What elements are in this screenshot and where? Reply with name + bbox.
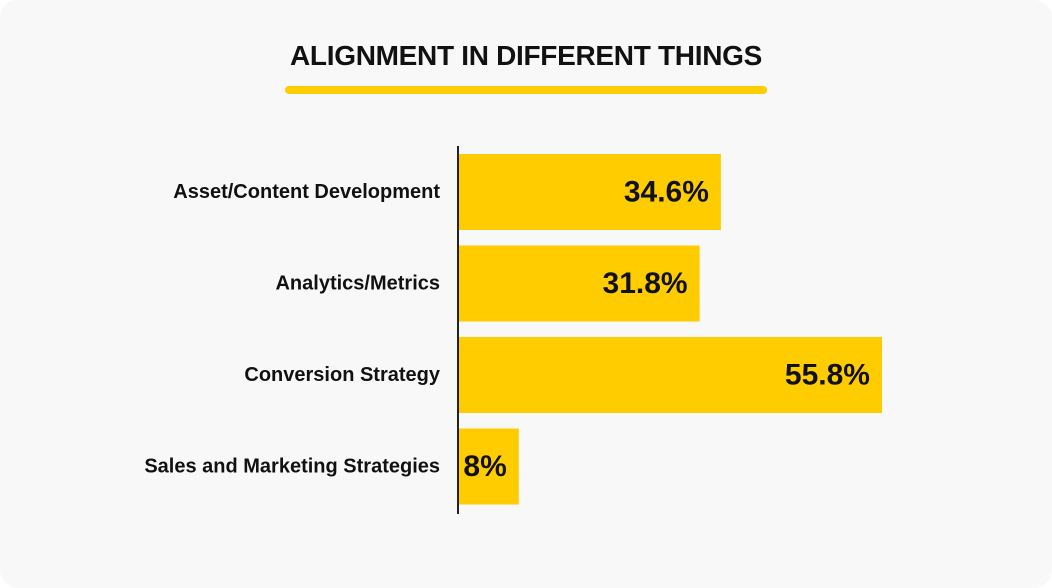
title-underline	[285, 86, 767, 94]
category-label: Asset/Content Development	[173, 181, 440, 203]
category-label: Sales and Marketing Strategies	[144, 456, 440, 478]
category-label: Analytics/Metrics	[275, 273, 440, 295]
value-label: 8%	[463, 450, 506, 483]
bar	[458, 337, 882, 413]
bar	[458, 428, 519, 505]
category-label: Conversion Strategy	[244, 364, 440, 386]
value-label: 31.8%	[603, 267, 688, 300]
chart-title: ALIGNMENT IN DIFFERENT THINGS	[290, 40, 762, 71]
value-label: 34.6%	[624, 176, 709, 209]
value-label: 55.8%	[785, 359, 870, 392]
bar	[458, 245, 700, 322]
bar	[458, 154, 721, 230]
